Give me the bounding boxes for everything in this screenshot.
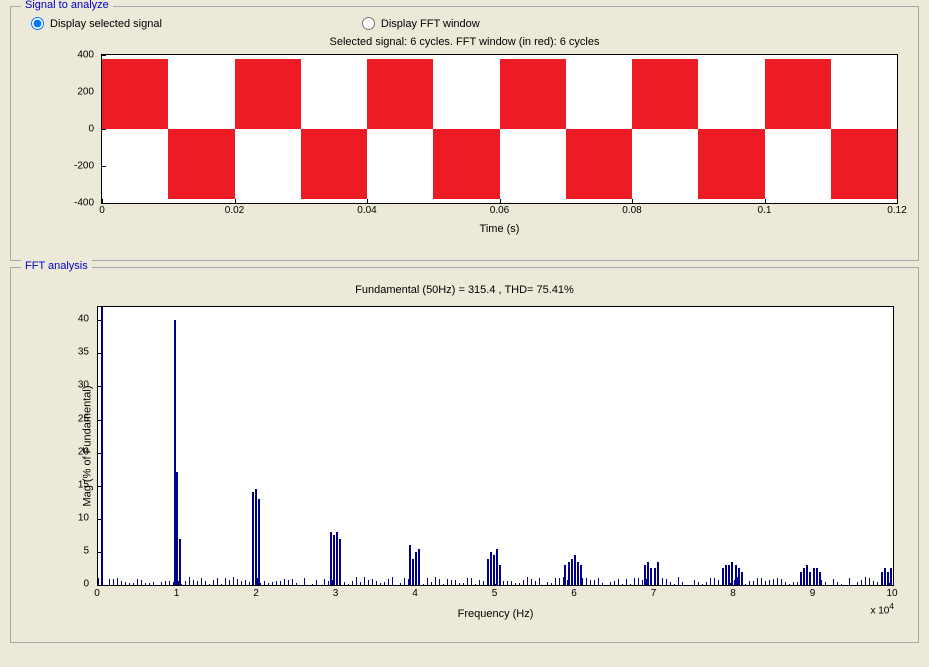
fft-x-exponent: x 104 [870,601,894,616]
signal-analyze-panel: Signal to analyze Display selected signa… [10,6,919,261]
fft-y-ticks: 0510152025303540 [63,306,93,586]
signal-x-ticks: 00.020.040.060.080.10.12 [102,205,897,219]
display-selected-radio[interactable]: Display selected signal [31,17,162,30]
fft-plot [97,306,894,586]
fft-x-exponent-base: x 10 [870,605,889,616]
fft-panel-title: FFT analysis [21,260,92,272]
display-selected-label: Display selected signal [50,18,162,30]
display-fft-label: Display FFT window [381,18,480,30]
signal-panel-title: Signal to analyze [21,0,113,11]
signal-x-label: Time (s) [102,223,897,235]
signal-chart-title: Selected signal: 6 cycles. FFT window (i… [11,34,918,50]
fft-plot-wrap: Mag (% of Fundamental) 0510152025303540 … [97,306,894,586]
fft-analysis-panel: FFT analysis Fundamental (50Hz) = 315.4 … [10,267,919,643]
fft-x-label: Frequency (Hz) [97,608,894,620]
signal-plot: -400-2000200400 00.020.040.060.080.10.12… [101,54,898,204]
fft-x-ticks: 012345678910 [97,588,894,602]
display-selected-radio-input[interactable] [31,17,44,30]
display-fft-radio-input[interactable] [362,17,375,30]
display-fft-radio[interactable]: Display FFT window [362,17,480,30]
fft-x-exponent-sup: 4 [889,601,894,611]
fft-chart-title: Fundamental (50Hz) = 315.4 , THD= 75.41% [11,268,918,302]
signal-y-ticks: -400-2000200400 [52,55,98,203]
display-mode-row: Display selected signal Display FFT wind… [11,7,918,34]
